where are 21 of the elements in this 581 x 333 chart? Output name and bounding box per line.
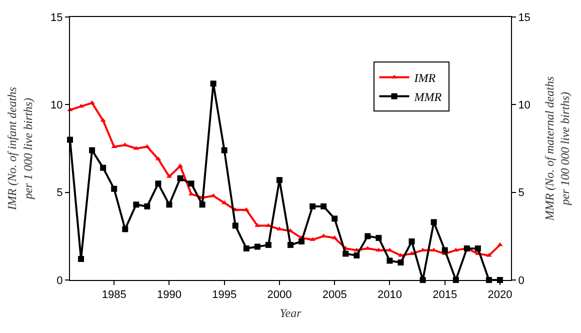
x-tick-label: 1985 bbox=[102, 289, 126, 302]
y2-axis-title: MMR (No. of maternal deaths per 100 000 live births) bbox=[542, 76, 572, 222]
x-tick-label: 2000 bbox=[267, 289, 292, 302]
x-axis-title: Year bbox=[280, 306, 302, 320]
y-tick-label: 10 bbox=[50, 100, 63, 112]
y2-tick-label: 10 bbox=[518, 100, 530, 112]
x-tick-label: 2010 bbox=[377, 289, 402, 302]
legend-label: IMR bbox=[413, 70, 436, 85]
y2-tick-label: 0 bbox=[518, 274, 524, 287]
x-tick-label: 2015 bbox=[432, 289, 458, 302]
x-tick-label: 2020 bbox=[488, 289, 512, 302]
x-tick-label: 2005 bbox=[322, 289, 347, 302]
y2-tick-label: 15 bbox=[518, 12, 530, 24]
y2-tick-label: 5 bbox=[518, 187, 524, 200]
y-tick-label: 15 bbox=[50, 12, 63, 24]
x-tick-label: 1990 bbox=[156, 289, 182, 302]
y-tick-label: 0 bbox=[56, 274, 63, 287]
legend-label: MMR bbox=[413, 90, 442, 104]
y-axis-title: IMR (No. of infant deaths per 1 000 live births) bbox=[5, 86, 35, 211]
x-tick-label: 1995 bbox=[212, 289, 237, 302]
y-tick-label: 5 bbox=[56, 187, 63, 200]
